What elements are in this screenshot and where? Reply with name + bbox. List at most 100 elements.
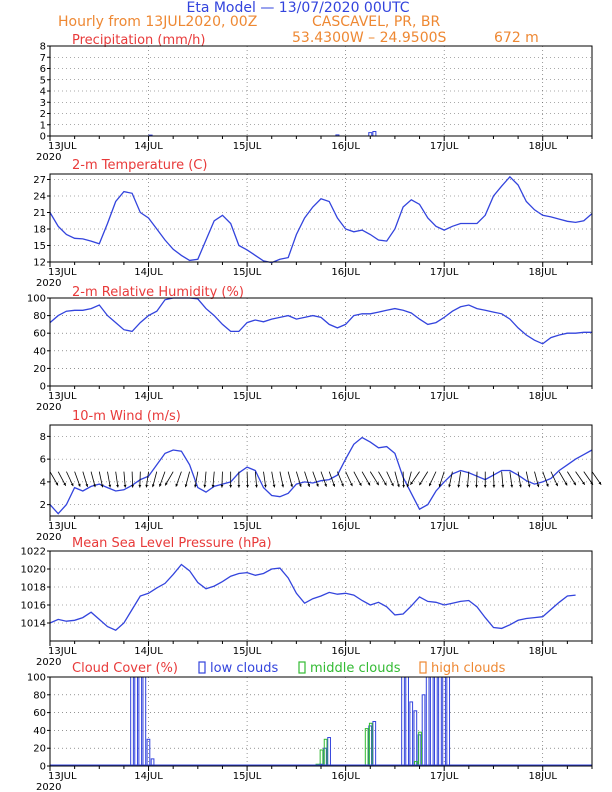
cloud-bar-low	[446, 676, 451, 767]
wind-barb	[279, 471, 284, 488]
cloud-ytick-label: 100	[27, 673, 46, 684]
rh-line	[49, 297, 592, 345]
precip-ytick-label: 1	[40, 120, 46, 131]
wind-barb-head	[438, 483, 442, 487]
wind-barb-head	[272, 484, 276, 488]
precip-ytick-label: 8	[40, 42, 46, 53]
mslp-xtick-label: 16JUL	[331, 646, 360, 657]
temp-xtick-label: 14JUL	[134, 267, 163, 278]
cloud-xtick-label: 17JUL	[430, 771, 459, 782]
cloud-ytick-label: 80	[33, 690, 46, 701]
temp-title: 2-m Temperature (C)	[72, 158, 207, 173]
mslp-frame	[49, 550, 593, 642]
precip-ytick-label: 4	[40, 87, 46, 98]
wind-barb	[57, 471, 67, 486]
wind-barb-head	[501, 484, 505, 488]
wind-barb-head	[410, 481, 414, 485]
cloud-bar-middle	[319, 749, 324, 767]
cloud-bar-low	[421, 694, 426, 767]
cloud-bar-low	[409, 701, 414, 767]
wind-barb-head	[159, 483, 162, 487]
wind-barb-head	[536, 484, 540, 488]
wind-barb-head	[237, 485, 241, 488]
wind-barb-head	[564, 482, 568, 486]
cloud-bar-low	[327, 737, 331, 767]
wind-barb-head	[211, 484, 215, 488]
wind-barb-head	[419, 482, 422, 486]
legend-low-swatch	[198, 661, 206, 674]
wind-barb	[361, 471, 371, 486]
temp-ytick-label: 12	[33, 258, 46, 269]
temp-xtick-label: 16JUL	[331, 267, 360, 278]
wind-barb-head	[264, 484, 267, 488]
wind-barb-head	[281, 484, 285, 488]
legend-high-label: high clouds	[431, 661, 506, 676]
wind-ytick-label: 8	[40, 432, 46, 443]
rh-year-label: 2020	[36, 402, 61, 413]
wind-barb-head	[332, 483, 336, 487]
wind-barb-head	[138, 484, 142, 488]
cloud-ytick-label: 0	[40, 762, 46, 773]
wind-barb-head	[383, 482, 387, 486]
temp-xtick-label: 17JUL	[430, 267, 459, 278]
wind-barb	[304, 471, 310, 487]
cloud-bar-low	[401, 676, 405, 767]
temp-ytick-label: 27	[33, 175, 46, 186]
cloud-bar-low	[142, 676, 147, 767]
wind-barb	[287, 471, 293, 488]
wind-barb-head	[77, 483, 81, 487]
wind-barb-head	[358, 482, 362, 486]
temp-year-label: 2020	[36, 278, 61, 289]
wind-barb	[558, 471, 568, 486]
cloud-bar-low	[438, 676, 442, 767]
wind-barb-head	[448, 484, 451, 488]
cloud-xtick-label: 18JUL	[528, 771, 557, 782]
precip-xtick-label: 17JUL	[430, 141, 459, 152]
wind-barb	[418, 471, 429, 486]
legend-middle-swatch	[298, 661, 306, 674]
wind-barb-head	[116, 484, 119, 488]
wind-barb	[542, 471, 549, 487]
wind-barb-head	[545, 483, 549, 487]
wind-barb	[185, 471, 190, 488]
cloud-xtick-label: 14JUL	[134, 771, 163, 782]
wind-barb	[353, 471, 362, 486]
wind-barb	[152, 471, 158, 488]
cloud-bar-low	[405, 676, 409, 767]
cloud-bar-low	[134, 676, 138, 767]
wind-barb	[501, 471, 504, 488]
wind-barb-head	[108, 484, 112, 488]
wind-frame	[49, 424, 593, 517]
wind-xtick-label: 13JUL	[48, 521, 77, 532]
wind-barb	[74, 471, 81, 487]
rh-ytick-label: 100	[27, 294, 46, 305]
mslp-ytick-label: 1022	[21, 547, 46, 558]
wind-barb-head	[429, 483, 432, 487]
wind-barb-head	[70, 483, 74, 487]
precip-xtick-label: 13JUL	[48, 141, 77, 152]
cloud-ytick-label: 40	[33, 726, 46, 737]
cloud-bar-middle	[323, 738, 328, 767]
precip-ytick-label: 6	[40, 64, 46, 75]
wind-barb	[49, 471, 59, 486]
wind-barb-head	[123, 484, 127, 488]
wind-barb	[534, 471, 540, 488]
rh-ytick-label: 40	[33, 346, 46, 357]
wind-barb-head	[466, 484, 470, 488]
wind-barb-head	[391, 483, 394, 487]
rh-frame	[49, 297, 593, 387]
wind-barb-head	[324, 483, 327, 487]
wind-barb-head	[145, 484, 149, 488]
wind-barb	[295, 471, 302, 488]
wind-barb	[448, 471, 453, 488]
wind-barb-head	[165, 482, 168, 486]
wind-barb-head	[63, 482, 66, 486]
wind-barb	[175, 471, 182, 487]
precip-xtick-label: 18JUL	[528, 141, 557, 152]
wind-barb	[263, 471, 267, 488]
wind-barb-head	[316, 483, 319, 487]
wind-barb	[428, 471, 437, 487]
chart-coordinates: 53.4300W – 24.9500S	[292, 30, 447, 46]
wind-barb	[345, 471, 353, 487]
mslp-xtick-label: 17JUL	[430, 646, 459, 657]
